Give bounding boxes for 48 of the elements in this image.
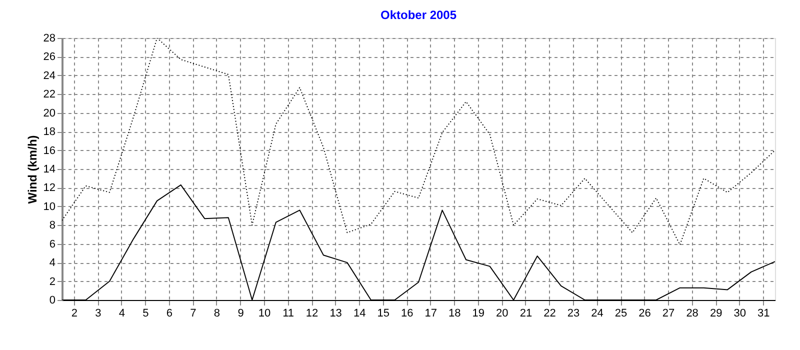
x-tick-label: 30 bbox=[734, 308, 746, 320]
x-tick-label: 20 bbox=[496, 308, 508, 320]
y-tick-label: 8 bbox=[49, 220, 56, 232]
x-tick-label: 11 bbox=[282, 308, 294, 320]
x-tick-label: 15 bbox=[377, 308, 390, 320]
y-tick-label: 24 bbox=[43, 70, 56, 82]
x-tick-label: 8 bbox=[214, 308, 220, 320]
y-tick-label: 22 bbox=[43, 88, 56, 101]
y-tick-label: 18 bbox=[43, 126, 56, 138]
x-tick-label: 6 bbox=[166, 308, 173, 320]
x-tick-label: 22 bbox=[544, 308, 556, 320]
x-tick-label: 19 bbox=[472, 308, 485, 320]
x-tick-label: 13 bbox=[330, 308, 342, 320]
line-series bbox=[62, 38, 775, 246]
y-tick-label: 4 bbox=[49, 257, 56, 270]
x-tick-label: 2 bbox=[71, 308, 78, 320]
y-tick-label: 6 bbox=[49, 238, 56, 250]
x-tick-label: 31 bbox=[757, 308, 770, 320]
x-tick-label: 17 bbox=[424, 308, 438, 320]
x-tick-label: 26 bbox=[638, 308, 651, 320]
x-tick-label: 9 bbox=[238, 308, 244, 320]
y-axis-title: Wind (km/h) bbox=[25, 135, 40, 204]
x-tick-label: 5 bbox=[142, 308, 149, 320]
y-tick-label: 20 bbox=[43, 107, 56, 120]
x-tick-label: 18 bbox=[448, 308, 461, 320]
y-tick-label: 10 bbox=[43, 200, 56, 213]
chart-title: Oktober 2005 bbox=[380, 8, 457, 22]
x-tick-label: 12 bbox=[306, 308, 318, 320]
y-tick-label: 14 bbox=[43, 164, 56, 176]
y-tick-label: 2 bbox=[49, 276, 56, 288]
x-tick-label: 24 bbox=[591, 308, 604, 320]
y-tick-label: 12 bbox=[43, 182, 56, 194]
x-tick-label: 27 bbox=[662, 308, 675, 320]
y-tick-label: 26 bbox=[43, 51, 56, 64]
y-tick-label: 16 bbox=[43, 144, 56, 157]
x-tick-label: 21 bbox=[520, 308, 532, 320]
x-tick-label: 29 bbox=[710, 308, 722, 320]
x-tick-label: 28 bbox=[686, 308, 698, 320]
x-tick-label: 3 bbox=[95, 308, 102, 320]
x-tick-label: 14 bbox=[353, 308, 366, 320]
x-tick-label: 16 bbox=[400, 308, 414, 320]
x-tick-label: 23 bbox=[567, 308, 580, 320]
x-tick-label: 25 bbox=[614, 308, 628, 320]
x-tick-label: 7 bbox=[190, 308, 196, 320]
x-tick-label: 4 bbox=[118, 308, 125, 320]
x-tick-label: 10 bbox=[258, 308, 271, 320]
y-tick-label: 0 bbox=[49, 294, 56, 306]
y-tick-label: 28 bbox=[43, 32, 56, 44]
